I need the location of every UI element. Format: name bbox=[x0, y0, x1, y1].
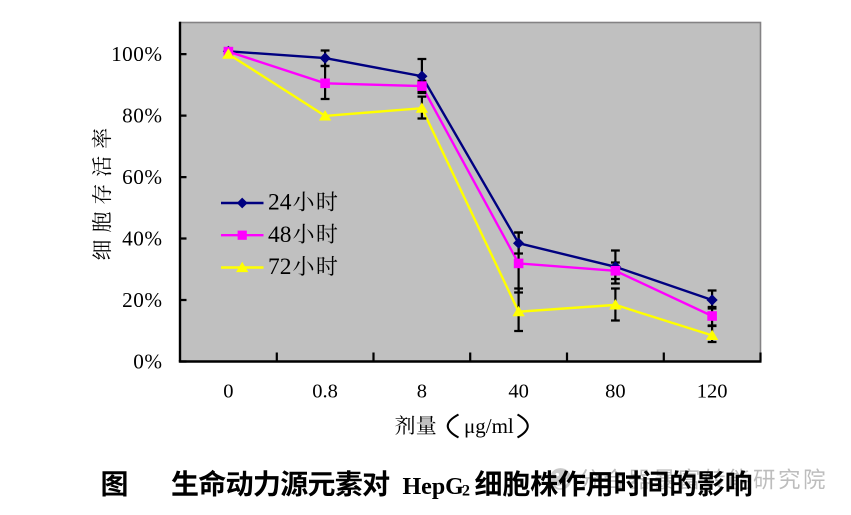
svg-text:72: 72 bbox=[268, 254, 292, 280]
svg-text:60%: 60% bbox=[122, 165, 162, 189]
svg-text:8: 8 bbox=[417, 380, 427, 402]
svg-text:100%: 100% bbox=[111, 42, 162, 66]
svg-text:120: 120 bbox=[697, 380, 728, 402]
svg-text:2: 2 bbox=[462, 483, 470, 500]
svg-text:0: 0 bbox=[223, 380, 233, 402]
svg-text:80%: 80% bbox=[122, 104, 162, 128]
svg-text:0.8: 0.8 bbox=[312, 380, 338, 402]
svg-text:48: 48 bbox=[268, 222, 292, 248]
svg-text:20%: 20% bbox=[122, 288, 162, 312]
svg-text:0%: 0% bbox=[133, 350, 162, 374]
svg-text:40%: 40% bbox=[122, 227, 162, 251]
svg-text:80: 80 bbox=[605, 380, 626, 402]
svg-text:24: 24 bbox=[268, 190, 292, 216]
svg-text:HepG: HepG bbox=[403, 474, 465, 500]
svg-text:μg/ml: μg/ml bbox=[464, 414, 514, 438]
svg-text:40: 40 bbox=[508, 380, 529, 402]
